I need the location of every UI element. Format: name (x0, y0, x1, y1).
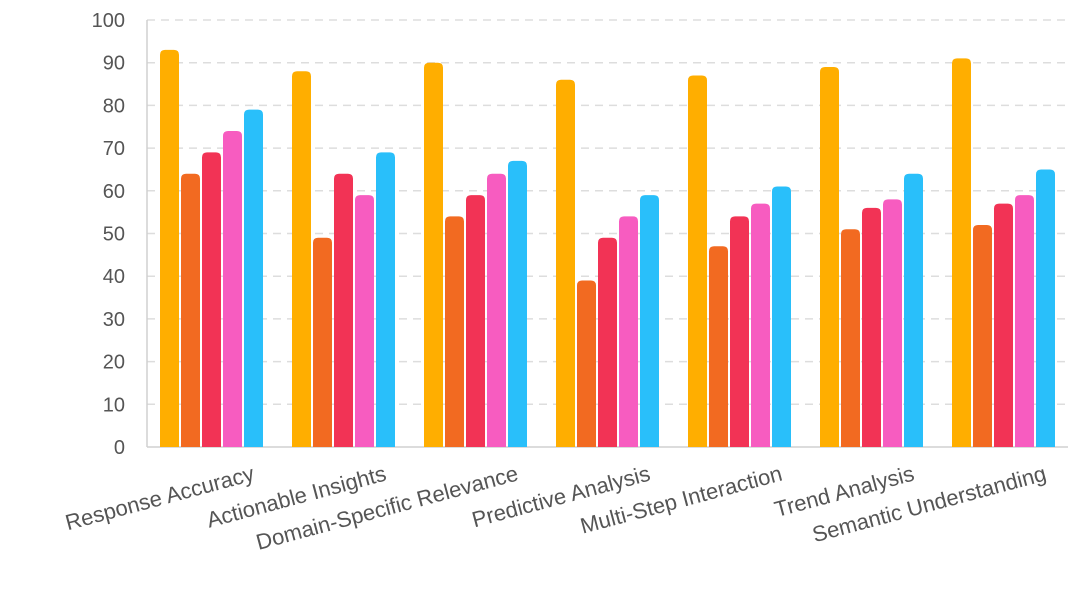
y-tick-label: 40 (103, 266, 125, 288)
bar (160, 49, 179, 447)
bar (181, 173, 200, 447)
bar (841, 229, 860, 447)
y-tick-label: 10 (103, 394, 125, 416)
bar (730, 216, 749, 447)
bar (994, 203, 1013, 447)
bar (904, 173, 923, 447)
bar (424, 62, 443, 447)
bar (862, 207, 881, 447)
bar (598, 237, 617, 447)
y-tick-label: 70 (103, 138, 125, 160)
bar (772, 186, 791, 447)
y-tick-label: 90 (103, 53, 125, 75)
bar (883, 199, 902, 447)
y-tick-label: 60 (103, 181, 125, 203)
bar (202, 152, 221, 447)
bar (751, 203, 770, 447)
bar (688, 75, 707, 447)
bar (466, 195, 485, 447)
bar (1036, 169, 1055, 447)
bar (445, 216, 464, 447)
bar (952, 58, 971, 448)
y-axis: 0 10 20 30 40 50 60 70 80 90 100 (92, 10, 125, 459)
y-tick-label: 50 (103, 224, 125, 246)
bar (376, 152, 395, 447)
bar (1015, 195, 1034, 447)
bars (160, 49, 1055, 448)
bar (313, 237, 332, 447)
bar (223, 131, 242, 447)
bar (709, 246, 728, 447)
bar (619, 216, 638, 447)
bar (556, 79, 575, 447)
bar (355, 195, 374, 447)
y-tick-label: 30 (103, 309, 125, 331)
y-tick-label: 0 (114, 437, 125, 459)
bar (577, 280, 596, 447)
bar (640, 195, 659, 447)
bar (292, 71, 311, 448)
bar (244, 109, 263, 448)
y-tick-label: 20 (103, 352, 125, 374)
bar (508, 160, 527, 447)
bar (487, 173, 506, 447)
y-tick-label: 100 (92, 10, 125, 32)
bar (334, 173, 353, 447)
bar (973, 224, 992, 447)
y-tick-label: 80 (103, 95, 125, 117)
bar (820, 66, 839, 447)
